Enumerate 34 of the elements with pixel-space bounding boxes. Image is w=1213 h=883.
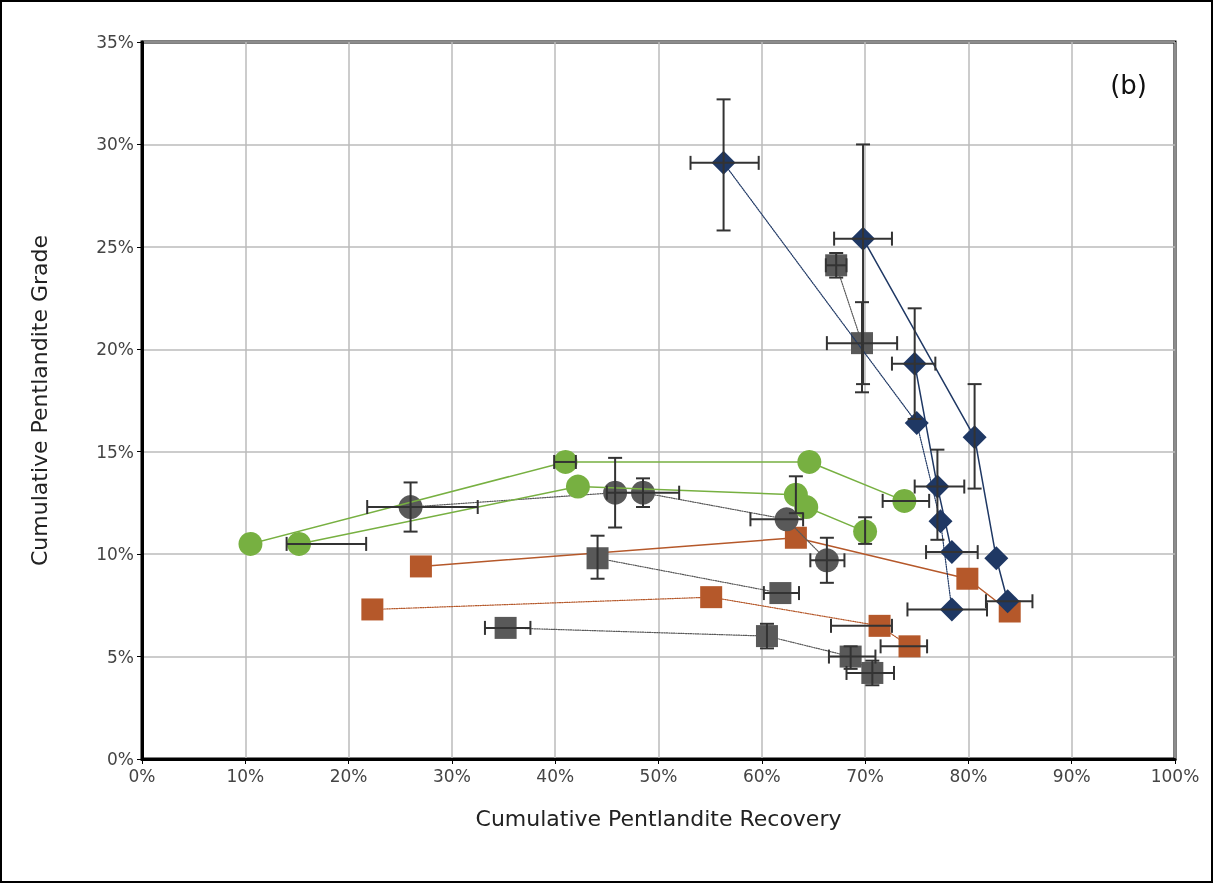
- point: [238, 531, 263, 556]
- point: [984, 546, 1009, 571]
- y-tick-label: 10%: [96, 544, 134, 565]
- point: [784, 526, 807, 549]
- point: [868, 614, 891, 637]
- y-tick-label: 20%: [96, 339, 134, 360]
- x-tick-label: 90%: [1052, 765, 1091, 786]
- point: [797, 449, 822, 474]
- x-tick-label: 40%: [536, 765, 575, 786]
- point: [494, 616, 517, 639]
- x-tick-label: 100%: [1150, 765, 1200, 786]
- point: [956, 567, 979, 590]
- y-tick-label: 15%: [96, 441, 134, 462]
- point: [565, 474, 590, 499]
- x-tick-label: 10%: [226, 765, 265, 786]
- y-tick-label: 35%: [96, 32, 134, 52]
- point: [586, 547, 609, 570]
- x-tick-label: 30%: [433, 765, 471, 786]
- x-tick-label: 70%: [846, 765, 884, 786]
- x-tick-label: 80%: [949, 765, 988, 786]
- point: [361, 598, 384, 621]
- point: [898, 635, 921, 658]
- annotation: (b): [1110, 70, 1148, 100]
- y-tick-label: 5%: [107, 646, 134, 667]
- point: [769, 582, 792, 605]
- point: [409, 555, 432, 578]
- y-tick-label: 30%: [96, 134, 134, 155]
- x-tick-label: 50%: [639, 765, 678, 786]
- y-axis-title: Cumulative Pentlandite Grade: [26, 235, 52, 566]
- x-axis-title: Cumulative Pentlandite Recovery: [475, 805, 842, 831]
- point: [700, 586, 723, 609]
- x-tick-label: 20%: [329, 765, 368, 786]
- y-tick-label: 25%: [96, 236, 134, 257]
- x-tick-label: 60%: [742, 765, 781, 786]
